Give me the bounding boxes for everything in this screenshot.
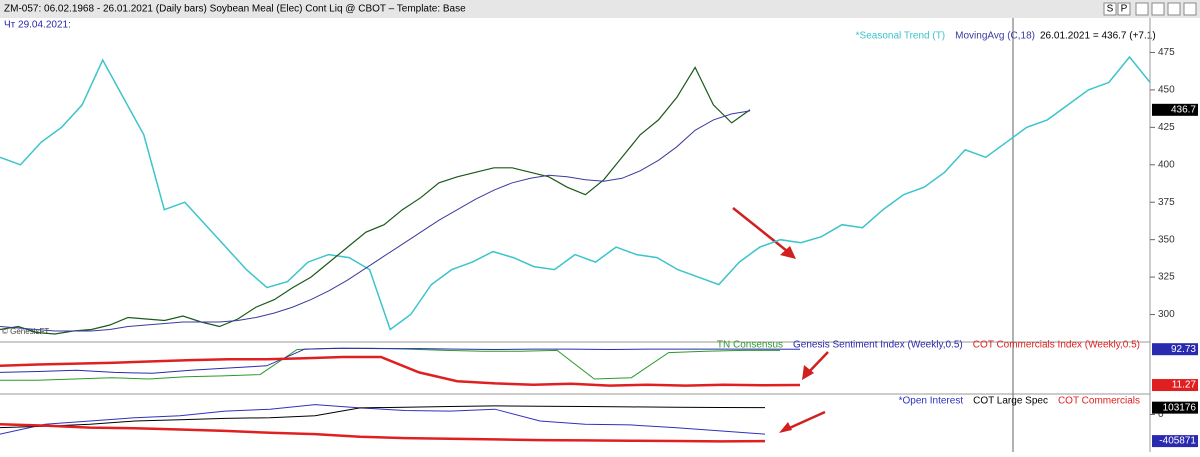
button[interactable] [1117,2,1131,16]
button-label[interactable]: S [1107,4,1114,15]
annotation-arrow [732,207,793,256]
arrow-head [779,422,792,433]
annotation-arrow [784,410,826,432]
y-tick-label: 325 [1158,272,1175,283]
series-line [0,355,801,387]
cursor-date: Чт 29.04.2021: [4,20,71,31]
value-tag [1152,343,1198,356]
close[interactable] [1183,2,1197,16]
arrow-head [780,246,796,259]
series-line [0,347,801,374]
value-tag-label: 103176 [1163,402,1197,413]
y-tick-label: 450 [1158,85,1175,96]
maximize[interactable] [1167,2,1181,16]
watermark: © GenesisFT [2,327,49,336]
series-line [0,55,1151,331]
window-title: ZM-057: 06.02.1968 - 26.01.2021 (Daily b… [4,4,466,15]
legend-entry: *Seasonal Trend (T) [856,31,946,42]
button[interactable] [1103,2,1117,16]
value-tag [1152,435,1198,448]
series-line [0,110,751,332]
value-tag-label: -405871 [1159,436,1196,447]
y-tick-label: 0 [1158,409,1164,420]
value-tag-label: 436.7 [1171,104,1196,115]
value-tag [1152,103,1198,116]
series-line [0,347,780,381]
minimize[interactable] [1135,2,1149,16]
legend-entry: COT Commercials [1058,396,1140,407]
series-line [0,404,766,435]
series-line [0,423,766,443]
legend-entry: TN Consensus [717,340,783,351]
restore[interactable] [1151,2,1165,16]
series-line [0,405,766,429]
value-tag-label: 92.73 [1171,344,1196,355]
y-tick-label: 400 [1158,159,1175,170]
value-tag [1152,379,1198,392]
y-tick-label: 375 [1158,197,1175,208]
y-tick-label: 475 [1158,47,1175,58]
legend-entry: COT Commercials Index (Weekly,0.5) [973,340,1140,351]
y-tick-label: 425 [1158,122,1175,133]
legend-entry: *Open Interest [899,396,964,407]
legend-entry: COT Large Spec [973,396,1048,407]
button-label[interactable]: P [1121,4,1128,15]
value-tag-label: 11.27 [1172,380,1197,391]
series-line [0,66,751,335]
value-tag [1152,401,1198,414]
y-tick-label: 350 [1158,234,1175,245]
y-tick-label: 300 [1158,309,1175,320]
legend-entry: MovingAvg (C,18) [955,31,1035,42]
legend-value: 26.01.2021 = 436.7 (+7.1) [1040,31,1156,42]
arrow-head [802,365,814,380]
legend-entry: Genesis Sentiment Index (Weekly,0.5) [793,340,963,351]
title-bar [0,0,1200,18]
